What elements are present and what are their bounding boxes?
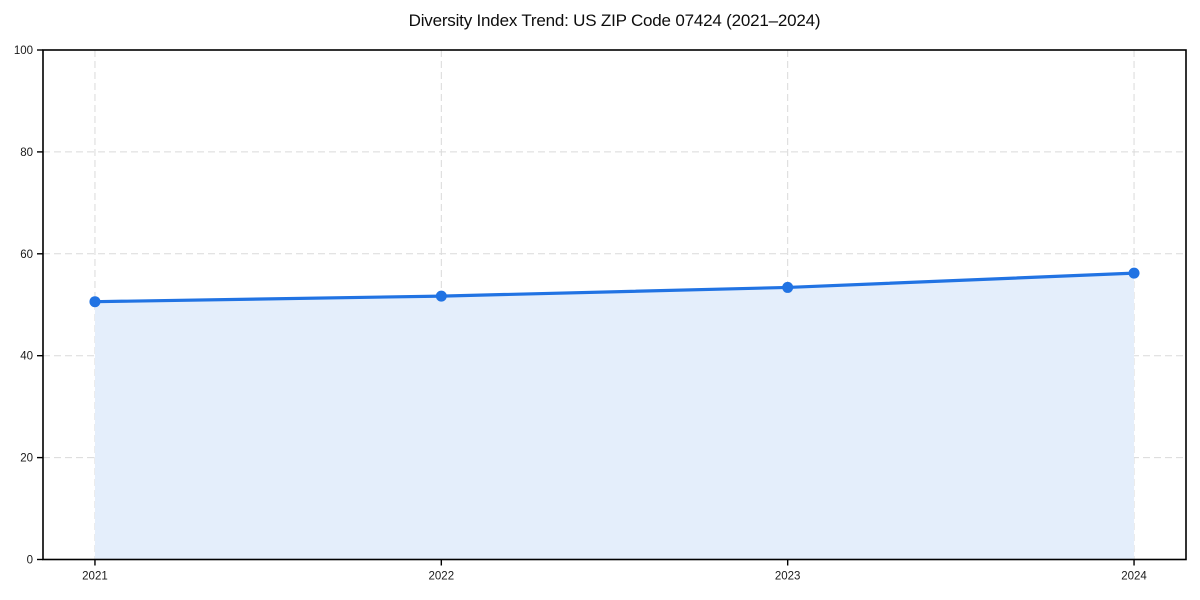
y-tick-label: 0: [27, 555, 33, 567]
y-tick-label: 40: [20, 351, 33, 363]
y-tick-label: 20: [20, 453, 33, 465]
trend-line: [93, 271, 1136, 304]
y-tick-label: 100: [14, 45, 33, 57]
y-tick-label: 80: [20, 147, 33, 159]
y-tick-label: 60: [20, 249, 33, 261]
data-point: [435, 290, 447, 302]
x-tick-label: 2024: [1121, 571, 1147, 583]
plot-border: [42, 49, 1187, 561]
data-point: [89, 296, 101, 308]
area-fill: [94, 273, 1135, 560]
x-tick-label: 2023: [775, 571, 801, 583]
x-tick-label: 2022: [429, 571, 455, 583]
chart-title: Diversity Index Trend: US ZIP Code 07424…: [408, 11, 821, 30]
data-point: [1128, 267, 1140, 279]
x-tick-label: 2021: [82, 571, 108, 583]
data-point: [782, 281, 794, 293]
